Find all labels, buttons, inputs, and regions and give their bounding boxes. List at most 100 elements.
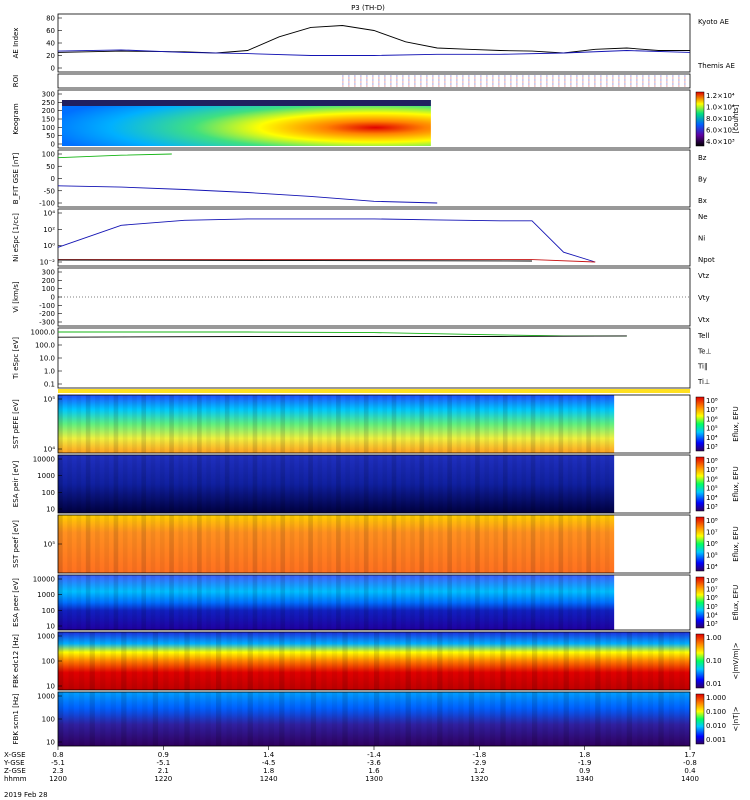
spectrogram-texture — [206, 515, 211, 573]
spectrogram-texture — [447, 515, 452, 573]
spectrogram-texture — [558, 395, 564, 453]
spectrogram-texture — [197, 515, 202, 573]
y-tick-label: 1000 — [37, 633, 55, 641]
spectrogram-texture — [458, 632, 464, 690]
y-tick-label: 100 — [42, 489, 55, 497]
spectrogram-texture — [197, 575, 202, 630]
spectrogram-texture — [58, 395, 63, 453]
spectrogram-texture — [234, 455, 239, 513]
spectrogram-texture — [456, 515, 462, 573]
spectrogram-texture — [159, 455, 165, 513]
spectrogram-texture — [289, 455, 295, 513]
panel-frame — [57, 208, 691, 267]
spectrogram-texture — [475, 395, 480, 453]
spectrogram-texture — [317, 575, 323, 630]
colorbar-tick-label: 10⁸ — [706, 397, 718, 405]
colorbar-tick-label: 10⁷ — [706, 466, 718, 474]
spectrogram-texture — [206, 575, 211, 630]
spectrogram-texture — [310, 632, 317, 690]
spectrogram-texture — [104, 395, 109, 453]
spectrogram-texture — [271, 395, 276, 453]
y-axis-label: SST pEFE [eV] — [12, 399, 20, 449]
y-axis-label: FBK edc12 [Hz] — [12, 634, 20, 688]
spectrogram-texture — [679, 632, 685, 690]
spectrogram-texture — [577, 575, 582, 630]
spectrogram-texture — [658, 632, 664, 690]
spectrogram-texture — [521, 575, 527, 630]
spectrogram-texture — [252, 455, 258, 513]
y-tick-label: 10⁵ — [43, 396, 55, 404]
spectrogram-texture — [163, 632, 169, 690]
spectrogram-texture — [626, 632, 633, 690]
colorbar-tick-label: 1.000 — [706, 694, 726, 702]
colorbar-tick-label: 10⁶ — [706, 415, 718, 423]
spectrogram-texture — [89, 632, 95, 690]
spectrogram-texture — [410, 515, 415, 573]
y-tick-label: 100.0 — [35, 342, 55, 350]
spectrogram-texture — [336, 395, 341, 453]
spectrogram-texture — [247, 692, 253, 746]
spectrogram-texture — [373, 395, 378, 453]
spectrogram-texture — [542, 632, 548, 690]
spectrogram-texture — [110, 632, 116, 690]
spectrogram-texture — [574, 632, 580, 690]
spectrogram-texture — [132, 575, 137, 630]
spectrogram-texture — [141, 395, 147, 453]
y-tick-label: 300 — [42, 91, 55, 99]
spectrogram-texture — [391, 515, 397, 573]
spectrogram-texture — [584, 692, 590, 746]
colorbar-label: <|nT|> — [732, 706, 740, 731]
colorbar — [695, 91, 705, 147]
spectrogram-texture — [280, 455, 286, 513]
legend-entry: Npot — [698, 256, 715, 264]
spectrogram-texture — [131, 692, 137, 746]
spectrogram-texture — [187, 455, 193, 513]
spectrogram-texture — [261, 395, 267, 453]
spectrogram-texture — [540, 455, 545, 513]
spectrogram-texture — [502, 515, 508, 573]
spectrogram-texture — [132, 515, 137, 573]
spectrogram-texture — [484, 575, 490, 630]
spectrogram-texture — [586, 575, 591, 630]
x-tick-label: -1.4 — [367, 751, 381, 759]
y-tick-label: 10 — [46, 739, 55, 747]
spectrogram-texture — [150, 515, 156, 573]
spectrogram-texture — [252, 575, 258, 630]
colorbar-tick-label: 0.010 — [706, 722, 726, 730]
spectrogram-texture — [438, 575, 443, 630]
y-tick-label: 80 — [46, 15, 55, 23]
spectrogram-texture — [447, 575, 452, 630]
spectrogram-texture — [668, 692, 675, 746]
spectrogram-texture — [530, 395, 536, 453]
spectrogram-texture — [605, 692, 611, 746]
y-tick-label: 300 — [42, 269, 55, 277]
spectrogram-texture — [280, 515, 286, 573]
spectrogram-texture — [67, 515, 72, 573]
spectrogram-texture — [468, 692, 475, 746]
x-tick-label: 1340 — [576, 775, 594, 783]
spectrogram-texture — [326, 575, 332, 630]
legend-entry: Tell — [697, 332, 709, 340]
spectrogram-texture — [626, 692, 633, 746]
x-tick-label: -1.8 — [472, 751, 486, 759]
spectrogram-texture — [586, 395, 591, 453]
legend-entry: Vtz — [698, 272, 710, 280]
spectrogram-texture — [521, 515, 527, 573]
legend-entry: Bx — [698, 197, 707, 205]
spectrogram-texture — [586, 515, 591, 573]
spectrogram-texture — [479, 692, 485, 746]
spectrogram-texture — [595, 515, 601, 573]
spectrogram-texture — [271, 455, 276, 513]
y-tick-label: 100 — [42, 285, 55, 293]
spectrogram-texture — [215, 575, 221, 630]
spectrogram-texture — [512, 395, 517, 453]
spectrogram-texture — [67, 395, 72, 453]
spectrogram-texture — [342, 692, 348, 746]
x-tick-label: 1320 — [470, 775, 488, 783]
y-tick-label: 10⁰ — [43, 242, 55, 250]
spectrogram-texture — [85, 575, 91, 630]
spectrogram-texture — [419, 455, 425, 513]
colorbar-tick-label: 10³ — [706, 443, 718, 451]
spectrogram-texture — [604, 395, 610, 453]
panel-roi: ROI — [12, 73, 691, 89]
